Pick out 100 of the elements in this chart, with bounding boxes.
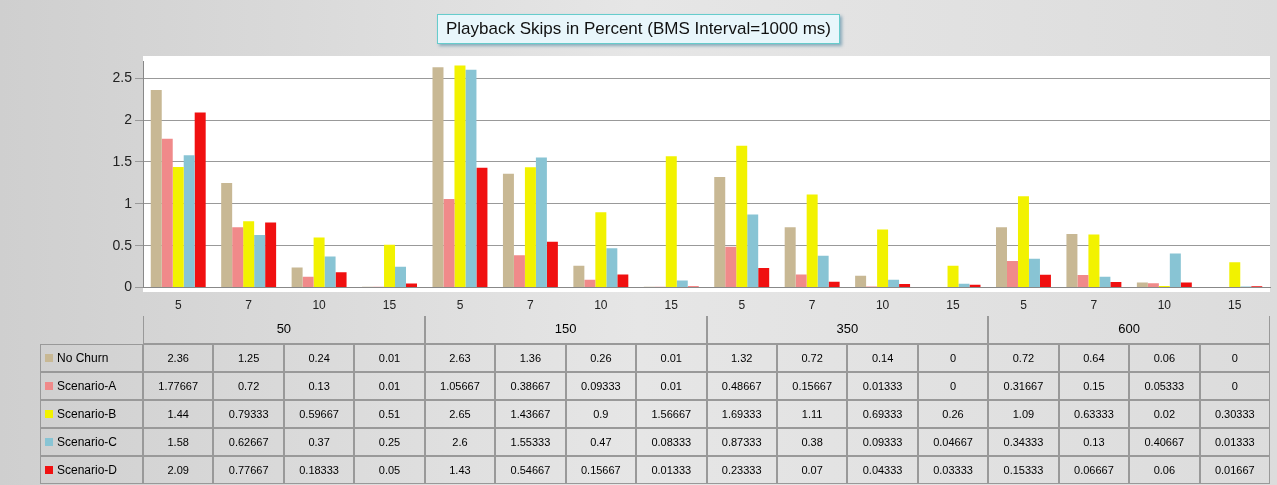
bar: [443, 199, 455, 288]
data-label: 0.51: [354, 400, 425, 428]
bar: [335, 272, 347, 288]
data-label: 1.05667: [424, 372, 496, 400]
bar: [502, 173, 514, 288]
data-label: 0.01333: [847, 372, 918, 400]
bar: [406, 283, 417, 288]
bar: [302, 276, 314, 288]
bar: [676, 280, 688, 288]
x-tick-label: 15: [1228, 298, 1242, 313]
bar: [877, 229, 889, 288]
data-label: 0.04667: [917, 428, 989, 456]
bar: [172, 166, 184, 288]
x-tick-label: 7: [808, 298, 816, 313]
data-label: 0.59667: [283, 400, 355, 428]
bar: [513, 255, 525, 288]
data-label: 0.01: [636, 344, 707, 372]
bar: [465, 69, 477, 288]
data-label: 0.01667: [1199, 456, 1270, 484]
data-label: 0.01333: [1199, 428, 1270, 456]
bar: [194, 112, 206, 288]
bar: [1017, 196, 1029, 288]
bar: [1077, 275, 1089, 288]
x-tick-label: 15: [382, 298, 397, 313]
data-label: 0.77667: [213, 456, 284, 484]
data-label: 0.34333: [988, 428, 1059, 456]
data-label: 1.36: [495, 344, 566, 372]
data-label: 0.30333: [1199, 400, 1270, 428]
legend-label: No Churn: [40, 344, 143, 372]
data-label: 0.05: [354, 456, 425, 484]
bar: [254, 235, 266, 288]
bar: [947, 265, 959, 288]
data-label: 0.14: [847, 344, 918, 372]
y-tick-label: 2: [124, 110, 133, 127]
bar: [1039, 274, 1051, 288]
data-label: 0: [1199, 344, 1270, 372]
legend-label: Scenario-C: [40, 428, 143, 456]
text: 350: [706, 316, 989, 344]
data-label: 2.65: [424, 400, 496, 428]
data-label: 2.09: [143, 456, 214, 484]
text: 600: [988, 316, 1270, 344]
x-tick-label: 10: [875, 298, 890, 313]
bar: [1028, 258, 1040, 288]
x-tick-label: 7: [1090, 298, 1098, 313]
data-label: 0.38: [776, 428, 848, 456]
data-label: 0.23333: [706, 456, 777, 484]
bar: [232, 227, 244, 288]
bar: [265, 222, 277, 288]
data-label: 1.09: [988, 400, 1059, 428]
y-tick-label: 2.5: [112, 69, 133, 86]
y-tick-label: 1.5: [112, 152, 133, 169]
data-label: 0.03333: [917, 456, 989, 484]
data-label: 0.63333: [1058, 400, 1130, 428]
data-label: 1.44: [143, 400, 214, 428]
data-label: 0.24: [283, 344, 355, 372]
text: 150: [424, 316, 707, 344]
bar: [1099, 276, 1111, 288]
x-tick-label: 5: [174, 298, 182, 313]
data-label: 0.62667: [213, 428, 284, 456]
x-tick-label: 7: [527, 298, 535, 313]
data-label: 0.18333: [283, 456, 355, 484]
data-label: 0.69333: [847, 400, 918, 428]
bar: [758, 268, 770, 288]
data-label: 2.36: [143, 344, 214, 372]
data-label: 0.79333: [213, 400, 284, 428]
bar: [161, 138, 173, 288]
bar: [595, 212, 607, 288]
data-label: 1.43667: [495, 400, 566, 428]
data-label: 0: [917, 372, 989, 400]
data-label: 0.64: [1058, 344, 1130, 372]
x-tick-label: 10: [1157, 298, 1172, 313]
bar: [855, 275, 867, 288]
data-label: 1.32: [706, 344, 777, 372]
bar: [996, 227, 1007, 288]
data-label: 0.05333: [1129, 372, 1200, 400]
bar: [828, 281, 840, 288]
legend-label: Scenario-D: [40, 456, 143, 484]
bar: [324, 256, 336, 288]
bar: [546, 241, 558, 288]
data-label: 0.40667: [1129, 428, 1200, 456]
bar: [1110, 282, 1122, 288]
y-tick-label: 0: [124, 278, 133, 295]
bar: [395, 266, 407, 288]
data-label: 0.47: [565, 428, 637, 456]
data-label: 2.63: [424, 344, 496, 372]
bar: [714, 177, 726, 288]
bar: [725, 246, 737, 288]
bar: [1229, 262, 1241, 288]
data-label: 1.58: [143, 428, 214, 456]
data-label: 0.06: [1129, 344, 1200, 372]
text: 50: [143, 316, 425, 344]
bar: [573, 265, 585, 288]
data-label: 0.15667: [565, 456, 637, 484]
data-label: 0.07: [776, 456, 848, 484]
data-label: 0.06: [1129, 456, 1200, 484]
data-label: 0.09333: [565, 372, 637, 400]
data-label: 0.08333: [636, 428, 707, 456]
bar: [1147, 283, 1159, 288]
data-label: 0.01: [354, 372, 425, 400]
data-label: 1.43: [424, 456, 496, 484]
